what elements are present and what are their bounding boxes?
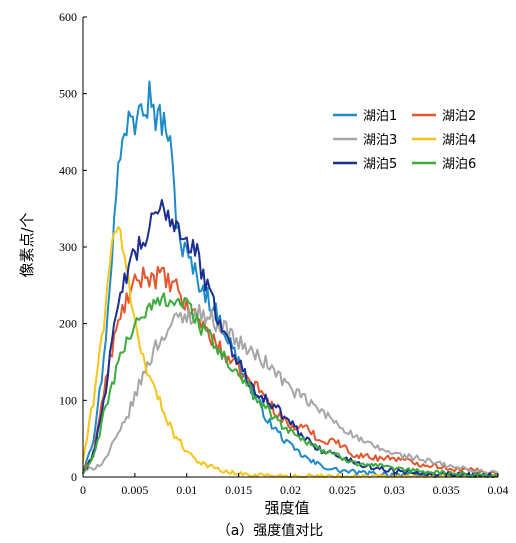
legend: 湖泊1 湖泊2 湖泊3 湖泊4 湖泊5 湖泊6 xyxy=(333,109,476,172)
y-tick-label: 500 xyxy=(59,87,77,101)
series-line-5 xyxy=(82,199,499,478)
tick-marks: 0 0.005 0.01 0.015 0.02 0.025 0.03 0.035 0.04 0 10… xyxy=(59,10,509,497)
x-tick-label: 0.01 xyxy=(176,483,197,497)
legend-label: 湖泊6 xyxy=(442,157,476,172)
y-tick-label: 0 xyxy=(71,470,77,484)
y-tick-label: 100 xyxy=(59,393,77,407)
legend-label: 湖泊1 xyxy=(363,109,397,124)
x-tick-label: 0.04 xyxy=(488,483,509,497)
x-tick-label: 0.025 xyxy=(329,483,356,497)
series-line-3 xyxy=(82,303,499,475)
figure-caption: （a）强度值对比 xyxy=(217,523,324,539)
y-tick-label: 300 xyxy=(59,240,77,254)
x-tick-label: 0.005 xyxy=(121,483,148,497)
legend-label: 湖泊3 xyxy=(363,133,397,148)
series-lines xyxy=(82,80,499,478)
series-line-4 xyxy=(82,226,499,478)
x-tick-label: 0.02 xyxy=(280,483,301,497)
y-axis-title: 像素点/个 xyxy=(18,212,36,277)
y-tick-label: 200 xyxy=(59,317,77,331)
legend-label: 湖泊4 xyxy=(442,133,476,148)
y-tick-label: 400 xyxy=(59,163,77,177)
x-tick-label: 0.035 xyxy=(433,483,460,497)
x-tick-label: 0.015 xyxy=(225,483,252,497)
y-tick-label: 600 xyxy=(59,10,77,24)
series-line-1 xyxy=(82,80,499,478)
legend-label: 湖泊5 xyxy=(363,157,397,172)
x-tick-label: 0.03 xyxy=(384,483,405,497)
x-tick-label: 0 xyxy=(80,483,86,497)
legend-label: 湖泊2 xyxy=(442,109,476,124)
x-axis-title: 强度值 xyxy=(264,499,309,517)
axes xyxy=(82,17,498,478)
series-line-6 xyxy=(82,292,499,478)
